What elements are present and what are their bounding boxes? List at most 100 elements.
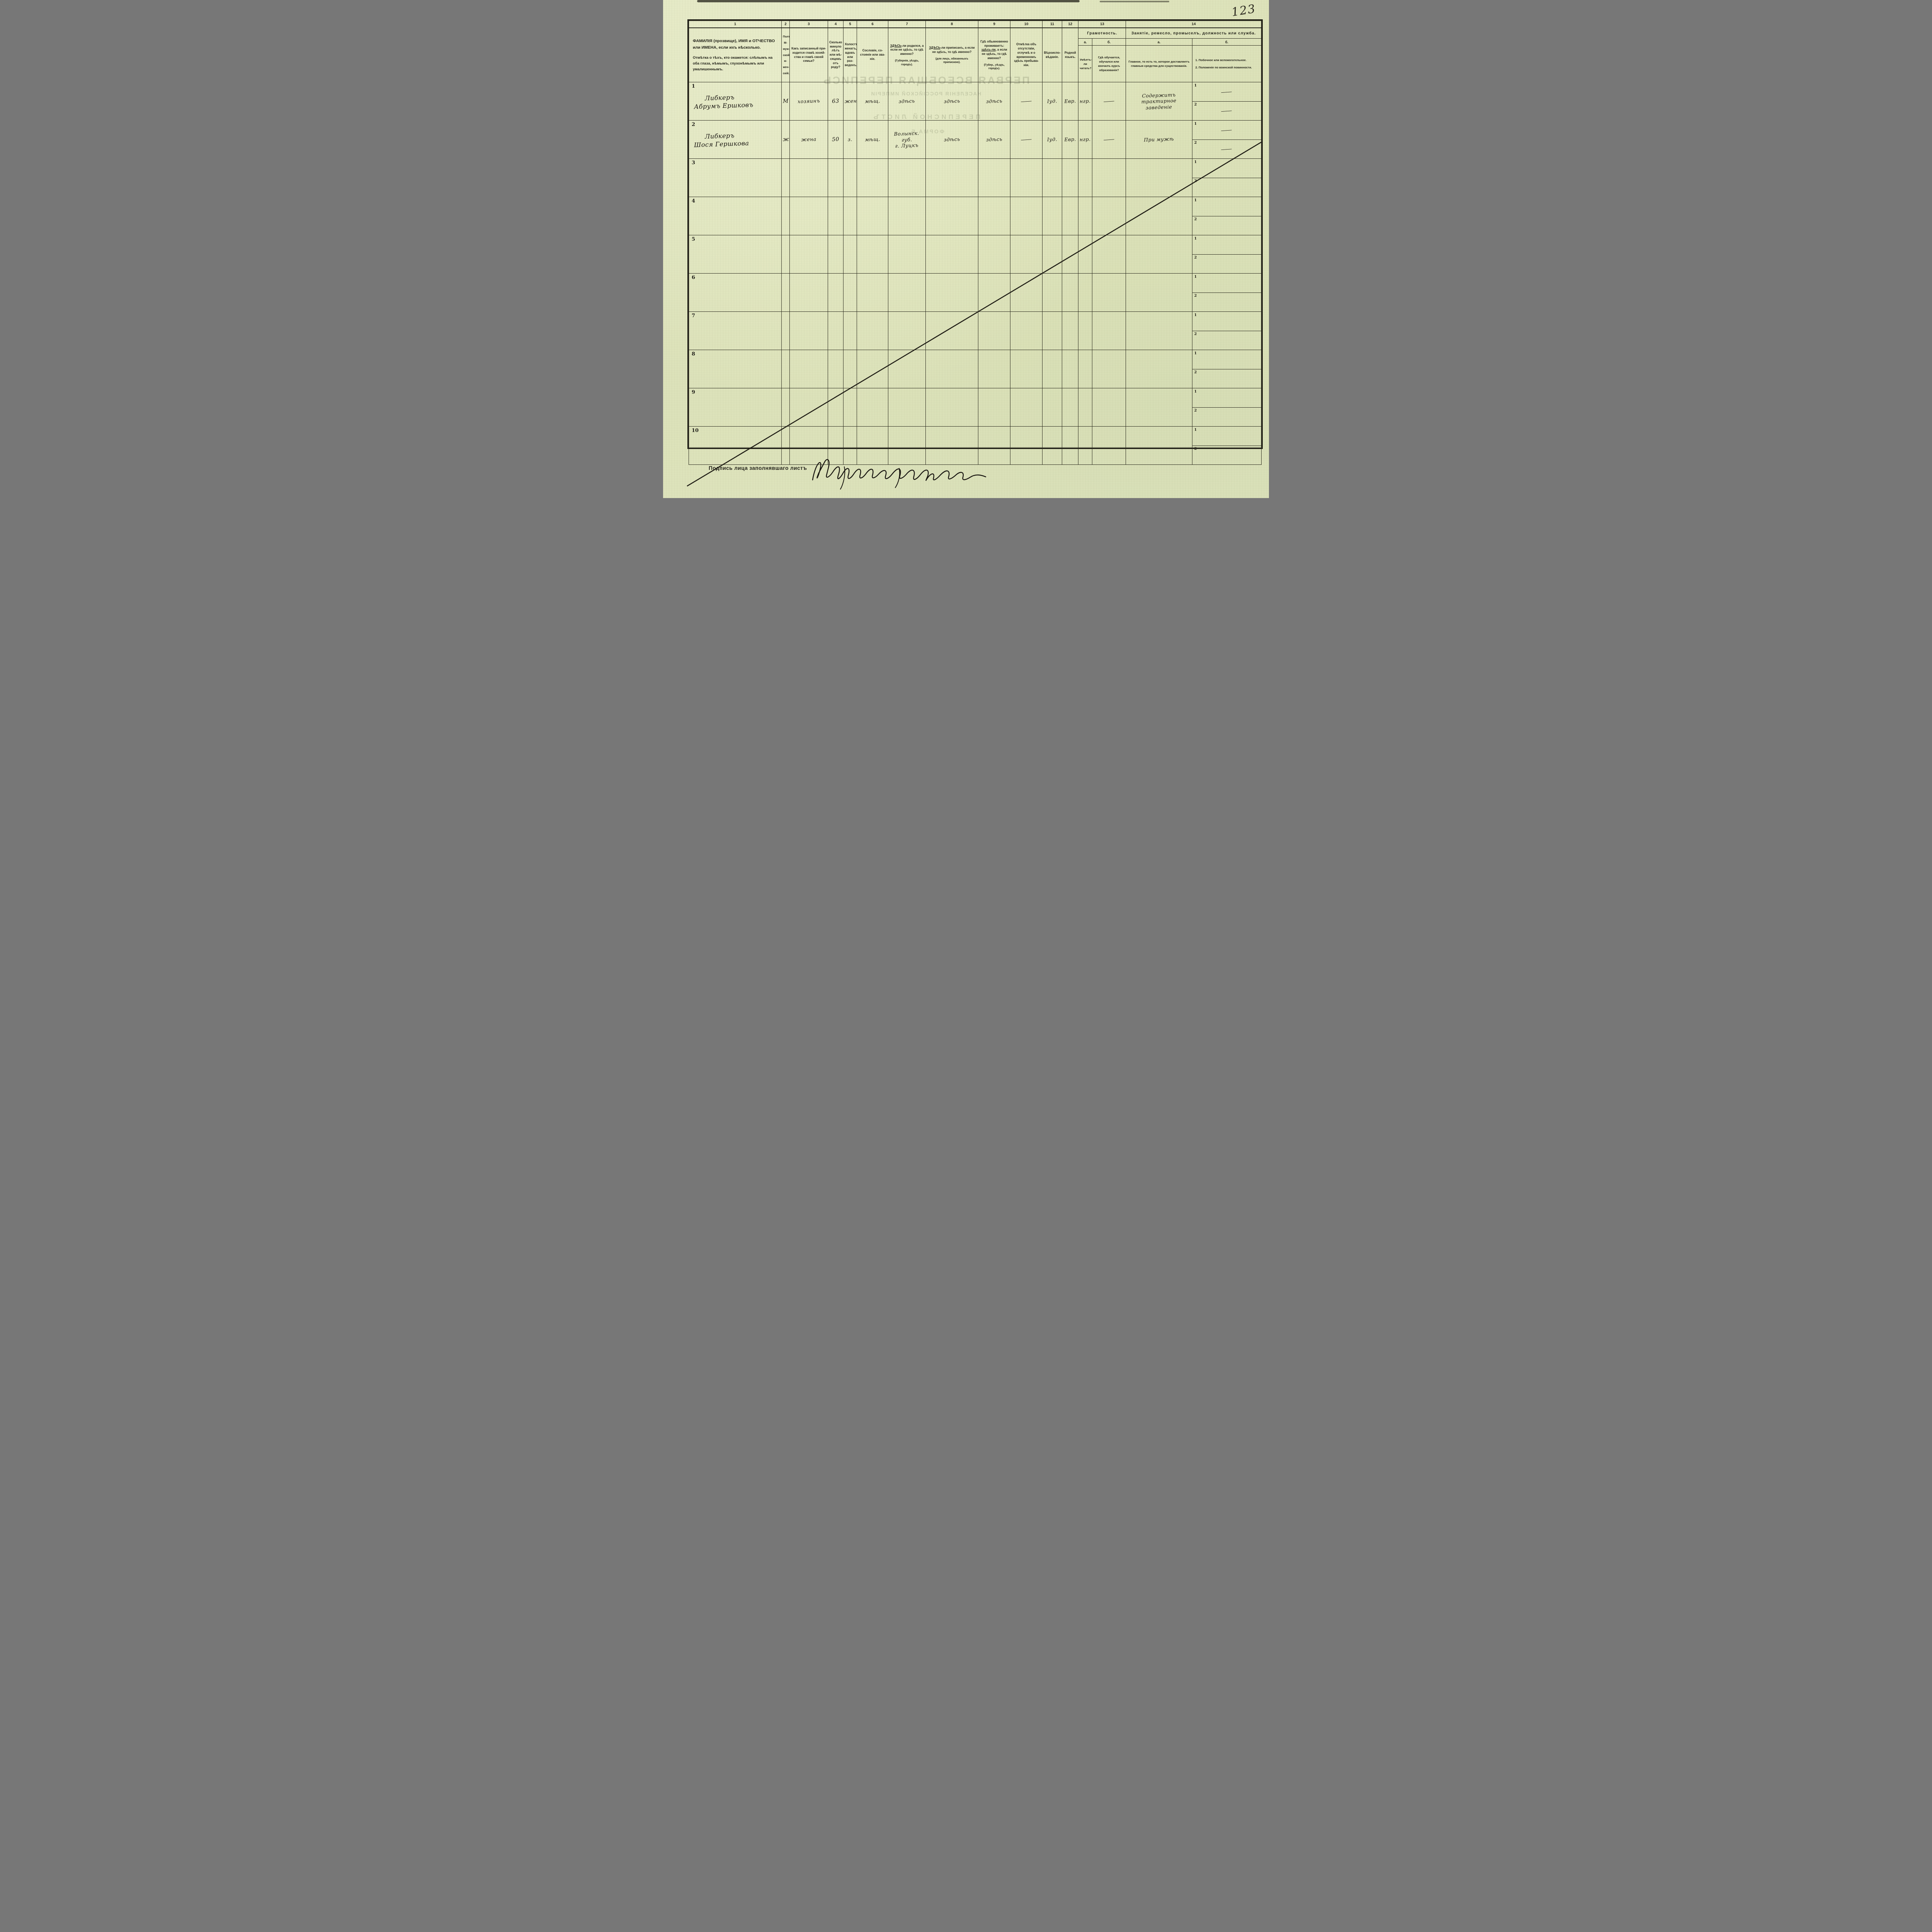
- header-main-row: ФАМИЛІЯ (прозвище), ИМЯ и ОТЧЕСТВО или И…: [688, 27, 1262, 82]
- sex-cell: ж: [781, 120, 790, 159]
- military-status-sub2: 2: [1192, 293, 1261, 311]
- hw-residence: здѣсь: [986, 136, 1003, 143]
- registration-cell: здѣсь: [925, 120, 979, 159]
- hw-absence-dash: —: [1020, 136, 1033, 143]
- hw-side1-dash: —: [1220, 126, 1233, 133]
- sub-label: 2: [1194, 217, 1197, 221]
- occupation-a-desc: Главное, то есть то, которое доставляетъ…: [1126, 45, 1192, 82]
- hw-side2-dash: —: [1220, 145, 1233, 152]
- sub-label: 2: [1194, 179, 1197, 183]
- header-birthplace-note: (Губернія, уѣздъ, городъ).: [895, 58, 919, 66]
- header-residence-rest: , а если не здѣсь, то гдѣ именно?: [981, 48, 1007, 60]
- row-number: 5: [692, 236, 696, 242]
- col-number-4: 4: [828, 20, 844, 28]
- occupation-cell: Содержитъ трактирное заведеніе: [1126, 82, 1192, 121]
- occupation-cell: При мужѣ: [1126, 120, 1192, 159]
- header-registration-em: ЗДѢСЬ: [929, 46, 940, 49]
- col-number-9: 9: [978, 20, 1011, 28]
- occupation-b-desc-1: 1. Побочное или вспомогательное.: [1195, 58, 1247, 62]
- header-residence-note: (Губер., уѣздъ, городъ).: [984, 63, 1005, 70]
- relation-cell: хозяинъ: [789, 82, 828, 121]
- side-occupation-sub1: 1: [1192, 274, 1261, 293]
- table-row-1: 1 Либкеръ Абрумъ Ершковъ М хозяинъ 63 же…: [688, 82, 1262, 121]
- sub-label: 1: [1194, 351, 1197, 355]
- col-number-7: 7: [888, 20, 926, 28]
- header-occupation-group: Занятіе, ремесло, промыселъ, должность и…: [1126, 27, 1262, 39]
- header-registration-note: (для лицъ, обязанныхъ припискою).: [935, 56, 968, 64]
- military-status-sub2: 2: [1192, 408, 1261, 426]
- sub-label: 1: [1194, 236, 1197, 241]
- census-table: 1 2 3 4 5 6 7 8 9 10 11 12 13 14 ФАМИЛІЯ…: [688, 20, 1262, 465]
- side-occupation-sub1: 1: [1192, 312, 1261, 331]
- hw-school-dash: —: [1103, 97, 1116, 105]
- literacy-b-letter: б.: [1092, 38, 1126, 46]
- scan-edge-artifact: [697, 0, 1080, 2]
- age-cell: 50: [828, 120, 844, 159]
- sub-label: 2: [1194, 332, 1197, 336]
- military-status-sub2: 2: [1192, 216, 1261, 235]
- residence-cell: здѣсь: [978, 82, 1011, 121]
- hw-sex: ж: [782, 136, 789, 143]
- header-religion-column: Вѣроиспо-вѣданіе.: [1042, 27, 1063, 82]
- occupation-b-desc: 1. Побочное или вспомогательное. 2. Поло…: [1192, 45, 1262, 82]
- hw-age: 50: [832, 136, 840, 143]
- language-cell: Евр.: [1062, 120, 1079, 159]
- sub-label: 2: [1194, 293, 1197, 298]
- col-number-8: 8: [925, 20, 979, 28]
- relation-cell: жена: [789, 120, 828, 159]
- header-name-column: ФАМИЛІЯ (прозвище), ИМЯ и ОТЧЕСТВО или И…: [688, 27, 782, 82]
- name-cell: 7: [688, 311, 782, 350]
- col-number-10: 10: [1010, 20, 1043, 28]
- occupation-b-letter: б.: [1192, 38, 1262, 46]
- sub-label: 2: [1194, 446, 1197, 451]
- sub-label: 2: [1194, 102, 1197, 107]
- sex-cell: М: [781, 82, 790, 121]
- military-status-sub2: 2—: [1192, 102, 1261, 120]
- side-occupation-sub1: 1: [1192, 427, 1261, 446]
- column-numbers-row: 1 2 3 4 5 6 7 8 9 10 11 12 13 14: [688, 20, 1262, 28]
- header-sex-female: ж-жен-скій.: [783, 59, 789, 75]
- hw-residence: здѣсь: [986, 98, 1003, 104]
- table-row-7: 7 1 2: [688, 311, 1262, 350]
- sub-label: 2: [1194, 370, 1197, 374]
- header-registration-column: ЗДѢСЬ-ли приписанъ, а если не здѣсь, то …: [925, 27, 979, 82]
- hw-birthplace: г. Луцкъ: [895, 142, 919, 149]
- header-sex-male: М-муж-ской.: [783, 41, 790, 57]
- row-number: 8: [692, 351, 696, 357]
- col-number-12: 12: [1062, 20, 1079, 28]
- military-status-sub2: 2: [1192, 369, 1261, 388]
- hw-relation: хозяинъ: [797, 98, 820, 105]
- occupation-b-desc-2: 2. Положеніе по воинской повинности.: [1195, 66, 1252, 69]
- table-row-8: 8 1 2: [688, 350, 1262, 388]
- sub-label: 1: [1194, 427, 1197, 432]
- literacy-read-cell: нгр.: [1078, 120, 1092, 159]
- hw-marital: з.: [847, 136, 853, 143]
- religion-cell: Іуд.: [1042, 120, 1063, 159]
- side-occupation-sub1: 1: [1192, 350, 1261, 369]
- census-table-frame: 1 2 3 4 5 6 7 8 9 10 11 12 13 14 ФАМИЛІЯ…: [687, 19, 1263, 465]
- row-number: 9: [692, 389, 696, 395]
- header-birthplace-rest: -ли родился, а если не здѣсь, то гдѣ име…: [890, 44, 924, 56]
- residence-cell: здѣсь: [978, 120, 1011, 159]
- side-occupation-sub1: 1—: [1192, 121, 1261, 140]
- header-sex-title: Полъ: [783, 35, 789, 39]
- header-relation-column: Какъ записанный при-ходится главѣ хозяй-…: [789, 27, 828, 82]
- handwritten-page-number: 123: [1230, 2, 1257, 19]
- hw-occupation-line: При мужѣ: [1144, 136, 1174, 143]
- birthplace-cell: здѣсь: [888, 82, 926, 121]
- side-occupation-sub1: 1: [1192, 236, 1261, 255]
- col-number-2: 2: [781, 20, 790, 28]
- marital-cell: з.: [843, 120, 857, 159]
- hw-side1-dash: —: [1220, 88, 1233, 95]
- name-cell: 5: [688, 235, 782, 274]
- row-number: 10: [692, 428, 699, 434]
- hw-estate: мѣщ.: [864, 98, 881, 104]
- col-number-5: 5: [843, 20, 857, 28]
- marital-cell: жен.: [843, 82, 857, 121]
- hw-school-dash: —: [1103, 136, 1116, 143]
- hw-relation: жена: [801, 136, 816, 143]
- side-occupation-cell: 1— 2—: [1192, 82, 1262, 121]
- header-age-column: Сколько минуло лѣтъ или мѣ-сяцевъ отъ ро…: [828, 27, 844, 82]
- hw-literacy: нгр.: [1080, 136, 1091, 143]
- literacy-b-desc: Гдѣ обучается, обучался или кончилъ курс…: [1092, 45, 1126, 82]
